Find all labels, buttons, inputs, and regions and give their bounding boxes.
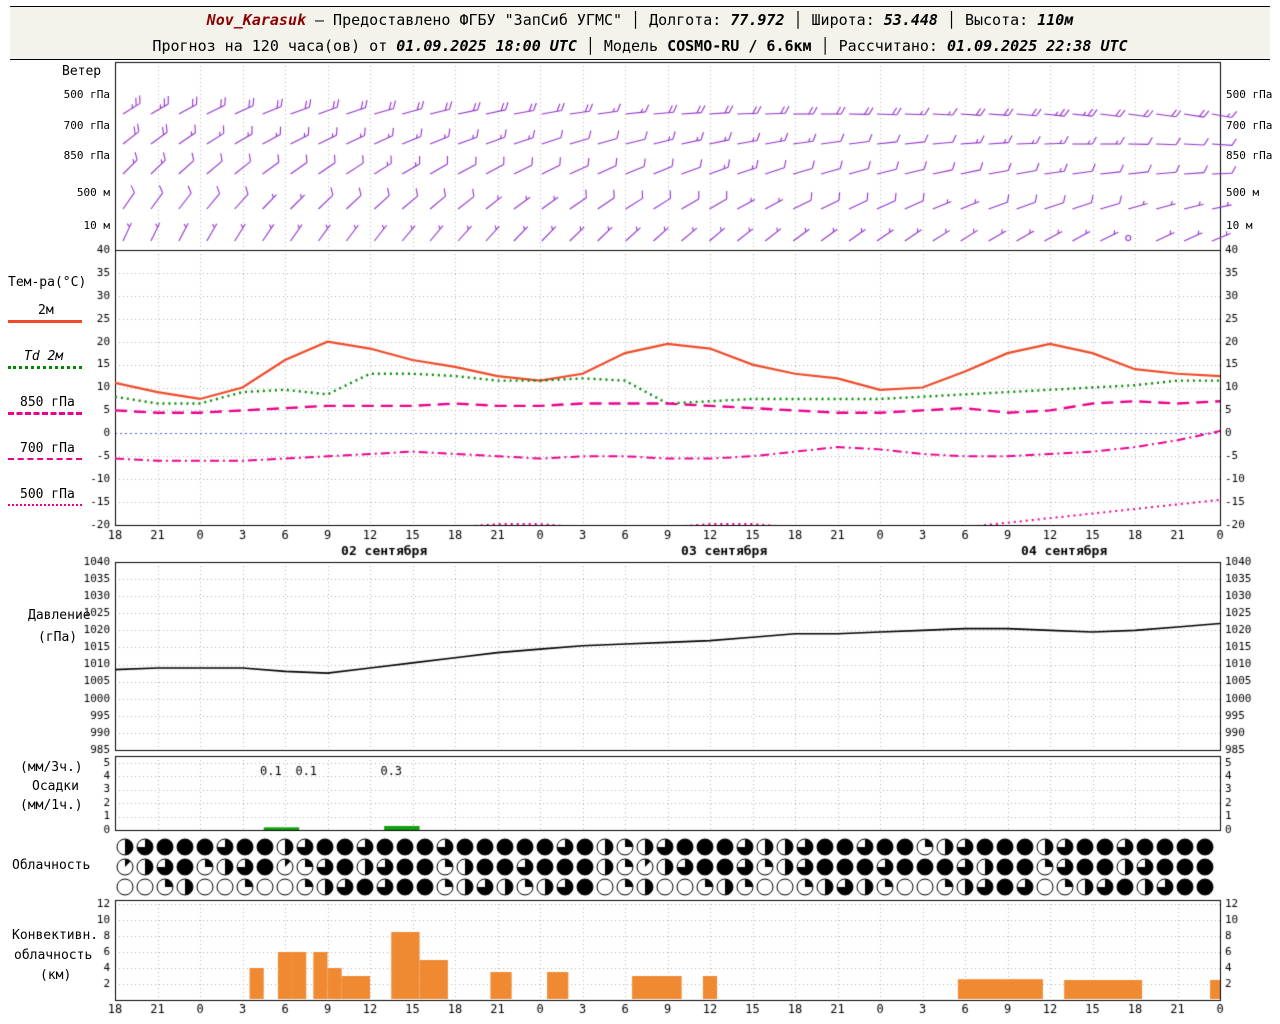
- altitude-value: 110м: [1037, 11, 1074, 29]
- legend-line-t700: [8, 458, 82, 460]
- header-row-1: Nov_Karasuk — Предоставлено ФГБУ "ЗапСиб…: [10, 6, 1270, 34]
- legend-label-t500: 500 гПа: [20, 487, 75, 502]
- legend-line-t850: [8, 412, 82, 415]
- legend-line-td2m: [8, 366, 82, 369]
- temperature-panel-title: Тем-ра(°C): [8, 275, 87, 290]
- wind-level-label: 10 м: [83, 219, 111, 232]
- convective-unit: (км): [40, 968, 72, 983]
- wind-level-label-right: 500 гПа: [1226, 88, 1273, 101]
- legend-label-t2m: 2м: [38, 303, 54, 318]
- precip-unit-1h: (мм/1ч.): [20, 798, 83, 813]
- altitude-label: Высота:: [964, 11, 1029, 29]
- latitude-value: 53.448: [883, 11, 938, 29]
- forecast-label: Прогноз на 120 часа(ов) от: [152, 37, 388, 55]
- model-label: Модель: [603, 37, 659, 55]
- provider-text: Предоставлено ФГБУ "ЗапСиб УГМС": [333, 11, 623, 29]
- wind-level-label-right: 500 м: [1226, 186, 1260, 199]
- wind-level-label-right: 700 гПа: [1226, 119, 1273, 132]
- cloudiness-panel-title: Облачность: [12, 858, 91, 873]
- dash: —: [315, 11, 325, 29]
- longitude-label: Долгота:: [649, 11, 722, 29]
- station-name: Nov_Karasuk: [206, 11, 307, 29]
- pressure-panel-unit: (гПа): [38, 630, 78, 645]
- calculated-value: 01.09.2025 22:38 UTC: [946, 37, 1128, 55]
- wind-level-label-right: 850 гПа: [1226, 149, 1273, 162]
- legend-label-t850: 850 гПа: [20, 395, 75, 410]
- wind-level-label-right: 10 м: [1226, 219, 1253, 232]
- separator: │: [631, 11, 641, 29]
- latitude-label: Широта:: [811, 11, 875, 29]
- wind-level-label: 500 м: [76, 186, 110, 199]
- wind-panel-title: Ветер: [62, 64, 102, 79]
- legend-line-t2m: [8, 320, 82, 323]
- header-row-2: Прогноз на 120 часа(ов) от 01.09.2025 18…: [10, 33, 1270, 60]
- convective-title-2: облачность: [14, 948, 93, 963]
- wind-level-label: 700 гПа: [63, 119, 110, 132]
- calculated-label: Рассчитано:: [838, 37, 938, 55]
- longitude-value: 77.972: [730, 11, 785, 29]
- convective-title-1: Конвективн.: [12, 928, 99, 943]
- precip-unit-3h: (мм/3ч.): [20, 760, 83, 775]
- precip-panel-title: Осадки: [32, 779, 79, 794]
- forecast-start-time: 01.09.2025 18:00 UTC: [396, 37, 577, 55]
- legend-line-t500: [8, 504, 82, 506]
- separator: │: [946, 11, 956, 29]
- model-value: COSMO-RU / 6.6км: [667, 37, 812, 55]
- pressure-panel-title: Давление: [28, 608, 91, 623]
- separator: │: [793, 11, 803, 29]
- wind-level-label: 500 гПа: [63, 88, 110, 101]
- separator: │: [585, 37, 595, 55]
- legend-label-td2m: Td 2м: [24, 349, 64, 364]
- separator: │: [820, 37, 830, 55]
- wind-level-label: 850 гПа: [63, 149, 110, 162]
- legend-label-t700: 700 гПа: [20, 441, 75, 456]
